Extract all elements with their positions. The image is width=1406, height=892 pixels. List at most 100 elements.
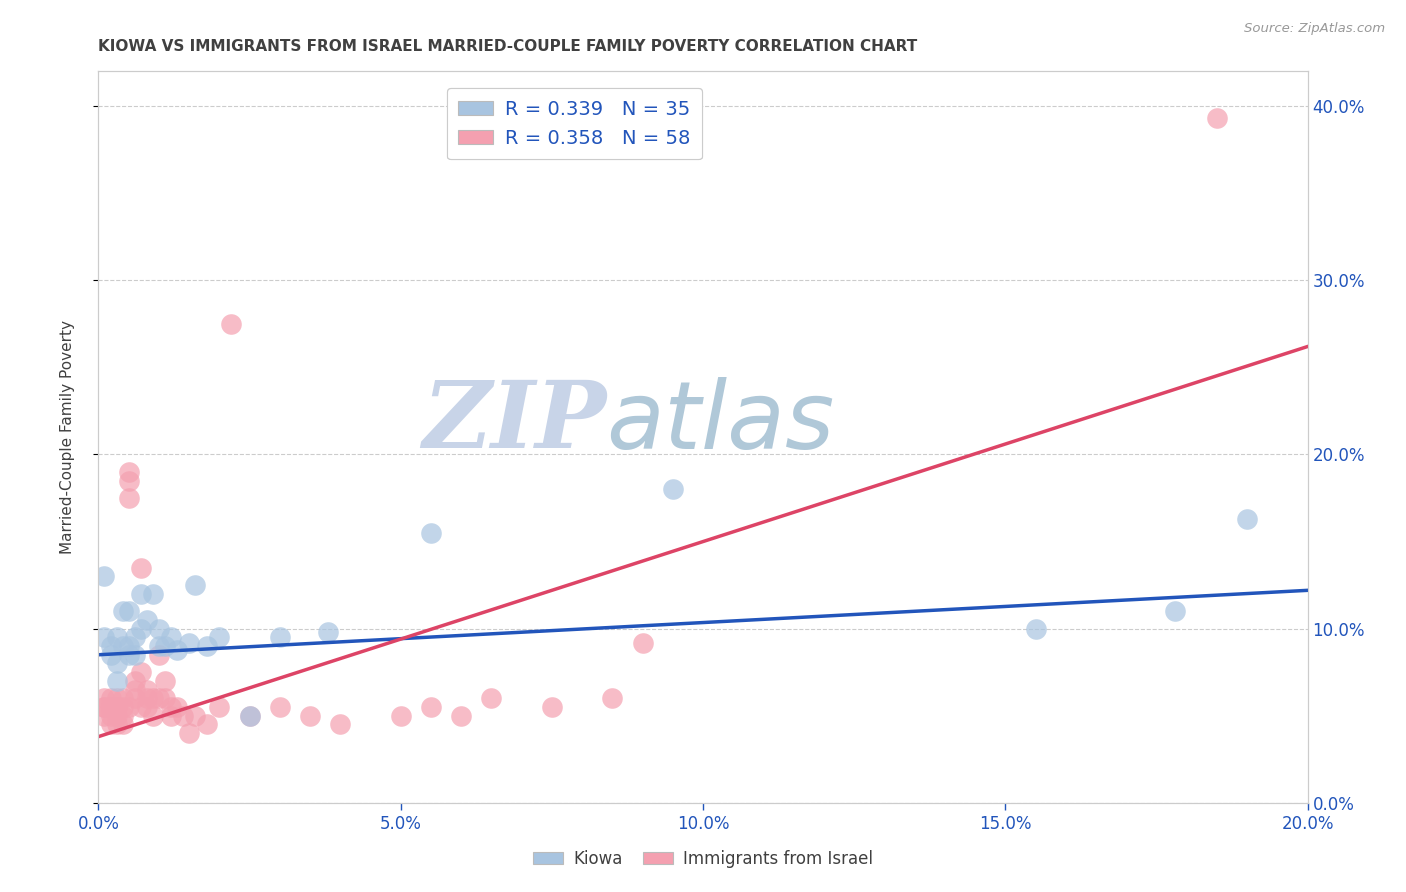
Point — [100, 700, 122, 714]
Point — [160, 708, 183, 723]
Point — [93, 700, 115, 714]
Point — [420, 700, 443, 714]
Point — [118, 604, 141, 618]
Point — [129, 700, 152, 714]
Point — [100, 639, 122, 653]
Point — [111, 639, 134, 653]
Point — [631, 635, 654, 649]
Point — [208, 700, 231, 714]
Point — [299, 708, 322, 723]
Point — [1206, 112, 1229, 126]
Point — [105, 673, 128, 688]
Point — [124, 648, 146, 662]
Point — [129, 665, 152, 680]
Point — [105, 657, 128, 671]
Text: ZIP: ZIP — [422, 377, 606, 467]
Point — [118, 474, 141, 488]
Point — [124, 691, 146, 706]
Point — [148, 691, 170, 706]
Point — [184, 578, 207, 592]
Point — [540, 700, 562, 714]
Point — [389, 708, 412, 723]
Point — [93, 700, 115, 714]
Point — [179, 726, 201, 740]
Point — [105, 691, 128, 706]
Point — [166, 700, 188, 714]
Point — [160, 700, 183, 714]
Point — [153, 639, 176, 653]
Point — [118, 648, 141, 662]
Point — [93, 569, 115, 583]
Point — [179, 635, 201, 649]
Point — [148, 648, 170, 662]
Point — [100, 700, 122, 714]
Point — [118, 639, 141, 653]
Point — [124, 673, 146, 688]
Point — [148, 639, 170, 653]
Point — [239, 708, 262, 723]
Point — [129, 560, 152, 574]
Point — [269, 631, 291, 645]
Point — [481, 691, 503, 706]
Point — [118, 700, 141, 714]
Point — [111, 708, 134, 723]
Point — [118, 465, 141, 479]
Text: KIOWA VS IMMIGRANTS FROM ISRAEL MARRIED-COUPLE FAMILY POVERTY CORRELATION CHART: KIOWA VS IMMIGRANTS FROM ISRAEL MARRIED-… — [98, 38, 918, 54]
Point — [269, 700, 291, 714]
Point — [105, 708, 128, 723]
Point — [142, 708, 165, 723]
Text: Source: ZipAtlas.com: Source: ZipAtlas.com — [1244, 22, 1385, 36]
Legend: Kiowa, Immigrants from Israel: Kiowa, Immigrants from Israel — [527, 844, 879, 875]
Point — [142, 587, 165, 601]
Point — [118, 491, 141, 505]
Point — [1163, 604, 1185, 618]
Point — [135, 691, 157, 706]
Point — [129, 587, 152, 601]
Point — [135, 700, 157, 714]
Point — [316, 625, 339, 640]
Point — [93, 631, 115, 645]
Point — [661, 483, 683, 497]
Point — [135, 682, 157, 697]
Point — [105, 700, 128, 714]
Point — [100, 717, 122, 731]
Legend: R = 0.339   N = 35, R = 0.358   N = 58: R = 0.339 N = 35, R = 0.358 N = 58 — [447, 88, 702, 160]
Point — [100, 691, 122, 706]
Point — [111, 691, 134, 706]
Point — [93, 691, 115, 706]
Point — [129, 622, 152, 636]
Point — [160, 631, 183, 645]
Point — [1024, 622, 1046, 636]
Point — [195, 717, 218, 731]
Point — [100, 708, 122, 723]
Point — [239, 708, 262, 723]
Point — [153, 691, 176, 706]
Point — [124, 631, 146, 645]
Point — [135, 613, 157, 627]
Point — [93, 708, 115, 723]
Point — [420, 525, 443, 540]
Point — [172, 708, 194, 723]
Point — [184, 708, 207, 723]
Point — [105, 631, 128, 645]
Point — [100, 648, 122, 662]
Point — [105, 717, 128, 731]
Point — [602, 691, 624, 706]
Point — [111, 700, 134, 714]
Point — [148, 622, 170, 636]
Text: atlas: atlas — [606, 377, 835, 468]
Point — [195, 639, 218, 653]
Point — [450, 708, 472, 723]
Point — [142, 691, 165, 706]
Point — [124, 682, 146, 697]
Point — [111, 604, 134, 618]
Point — [111, 717, 134, 731]
Point — [221, 317, 243, 331]
Point — [329, 717, 352, 731]
Point — [153, 673, 176, 688]
Point — [1236, 512, 1258, 526]
Point — [208, 631, 231, 645]
Point — [105, 700, 128, 714]
Y-axis label: Married-Couple Family Poverty: Married-Couple Family Poverty — [60, 320, 75, 554]
Point — [166, 642, 188, 657]
